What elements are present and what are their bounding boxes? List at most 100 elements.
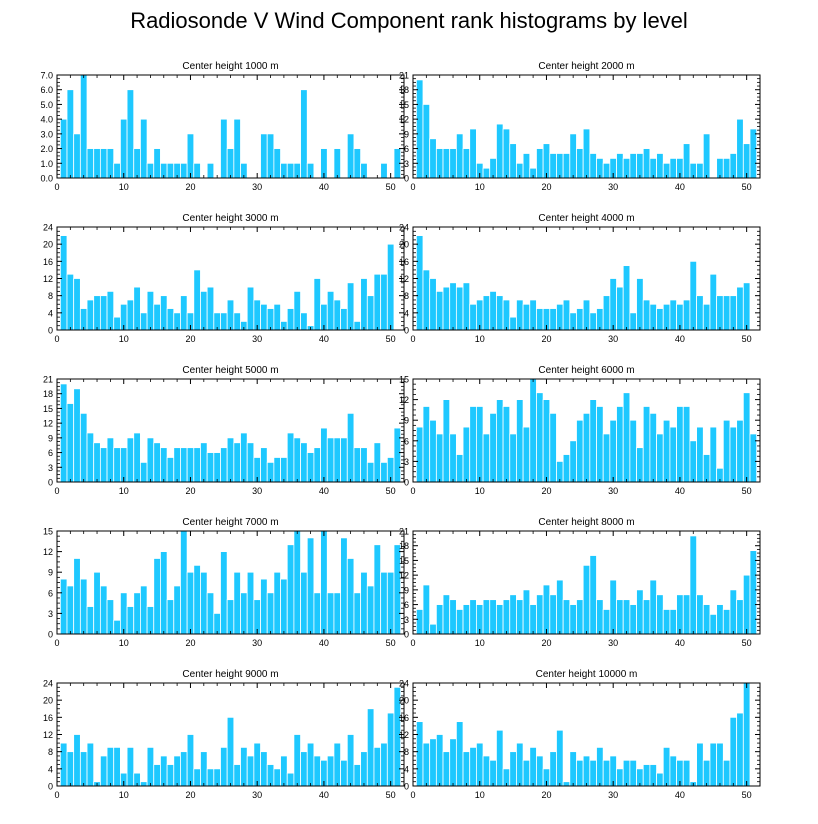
- histogram-bar: [280, 457, 288, 483]
- x-tick-label: 40: [675, 182, 685, 192]
- histogram-bar: [346, 558, 355, 635]
- histogram-bar: [729, 426, 738, 483]
- histogram-bar: [86, 606, 95, 635]
- x-tick-label: 20: [541, 182, 551, 192]
- histogram-bar: [689, 535, 698, 635]
- y-tick-label: 6: [404, 144, 409, 154]
- y-tick-label: 18: [399, 541, 409, 551]
- histogram-bar: [106, 290, 115, 331]
- histogram-bar: [280, 578, 288, 635]
- histogram-bar: [79, 412, 88, 483]
- y-tick-label: 20: [43, 240, 53, 250]
- x-tick-label: 50: [386, 334, 396, 344]
- histogram-bar: [140, 312, 148, 331]
- histogram-bar: [353, 321, 362, 331]
- x-tick-label: 10: [119, 334, 129, 344]
- x-tick-label: 20: [185, 334, 195, 344]
- histogram-bar: [442, 286, 451, 331]
- y-tick-label: 15: [399, 375, 409, 385]
- histogram-bar: [300, 751, 308, 787]
- histogram-bar: [722, 759, 731, 787]
- histogram-bar: [589, 153, 597, 179]
- histogram-bar: [656, 772, 664, 787]
- histogram-bar: [609, 419, 617, 483]
- y-tick-label: 15: [43, 404, 53, 414]
- histogram-bar: [562, 299, 571, 331]
- histogram-bar: [542, 143, 551, 179]
- x-tick-label: 10: [475, 790, 485, 800]
- histogram-bar: [113, 619, 121, 635]
- histogram-bar: [313, 447, 321, 483]
- histogram-bar: [300, 312, 308, 331]
- histogram-bar: [709, 273, 718, 331]
- x-tick-label: 30: [252, 638, 262, 648]
- histogram-bar: [186, 133, 195, 179]
- histogram-bar: [140, 118, 148, 179]
- histogram-bar: [729, 589, 738, 635]
- x-tick-label: 0: [410, 790, 415, 800]
- x-tick-label: 20: [185, 638, 195, 648]
- histogram-bar: [729, 716, 738, 787]
- histogram-bar: [596, 599, 604, 635]
- y-tick-label: 8: [404, 291, 409, 301]
- x-tick-label: 20: [541, 790, 551, 800]
- histogram-bar: [662, 746, 671, 787]
- y-tick-label: 12: [43, 547, 53, 557]
- histogram-bar: [313, 592, 321, 635]
- histogram-bar: [482, 295, 491, 331]
- histogram-bar: [669, 299, 677, 331]
- histogram-bar: [709, 613, 718, 635]
- histogram-bar: [429, 278, 437, 331]
- histogram-bar: [333, 592, 342, 635]
- histogram-bar: [193, 564, 201, 635]
- histogram-bar: [569, 751, 577, 787]
- histogram-bar: [113, 447, 121, 483]
- y-tick-label: 8: [48, 747, 53, 757]
- histogram-bar: [556, 303, 564, 331]
- histogram-bar: [146, 606, 155, 635]
- histogram-bar: [435, 290, 444, 331]
- histogram-bar: [360, 751, 368, 787]
- histogram-bar: [360, 447, 368, 483]
- histogram-bar: [160, 755, 168, 787]
- histogram-bar: [260, 447, 268, 483]
- histogram-bar: [360, 278, 368, 331]
- histogram-bar: [99, 447, 108, 483]
- histogram-bar: [509, 433, 517, 483]
- y-tick-label: 12: [399, 730, 409, 740]
- histogram-bar: [656, 433, 664, 483]
- histogram-bar: [549, 153, 557, 179]
- y-tick-label: 24: [43, 679, 53, 689]
- histogram-bar: [133, 432, 141, 483]
- y-tick-label: 20: [43, 696, 53, 706]
- y-tick-label: 15: [43, 527, 53, 537]
- histogram-bar: [736, 712, 744, 787]
- histogram-bar: [346, 412, 355, 483]
- histogram-bar: [166, 457, 175, 483]
- y-tick-label: 2.0: [40, 144, 53, 154]
- histogram-bar: [66, 273, 75, 331]
- histogram-bar: [353, 447, 362, 483]
- histogram-bar: [133, 592, 141, 635]
- histogram-bar: [629, 419, 637, 483]
- x-tick-label: 0: [54, 182, 59, 192]
- histogram-bar: [180, 530, 188, 635]
- histogram-bar: [569, 604, 577, 635]
- histogram-bar: [273, 303, 281, 331]
- histogram-bar: [696, 742, 704, 787]
- histogram-bar: [393, 427, 402, 483]
- histogram-bar: [435, 604, 444, 635]
- y-tick-label: 21: [399, 527, 409, 537]
- histogram-bar: [509, 751, 517, 787]
- histogram-bar: [496, 295, 504, 331]
- histogram-bar: [415, 426, 424, 483]
- histogram-bar: [300, 571, 308, 635]
- y-tick-label: 8: [404, 747, 409, 757]
- histogram-bar: [702, 604, 711, 635]
- y-tick-label: 1.0: [40, 159, 53, 169]
- y-tick-label: 0: [404, 630, 409, 640]
- x-tick-label: 50: [386, 182, 396, 192]
- histogram-bar: [233, 442, 241, 483]
- histogram-bar: [689, 440, 698, 483]
- y-tick-label: 15: [399, 556, 409, 566]
